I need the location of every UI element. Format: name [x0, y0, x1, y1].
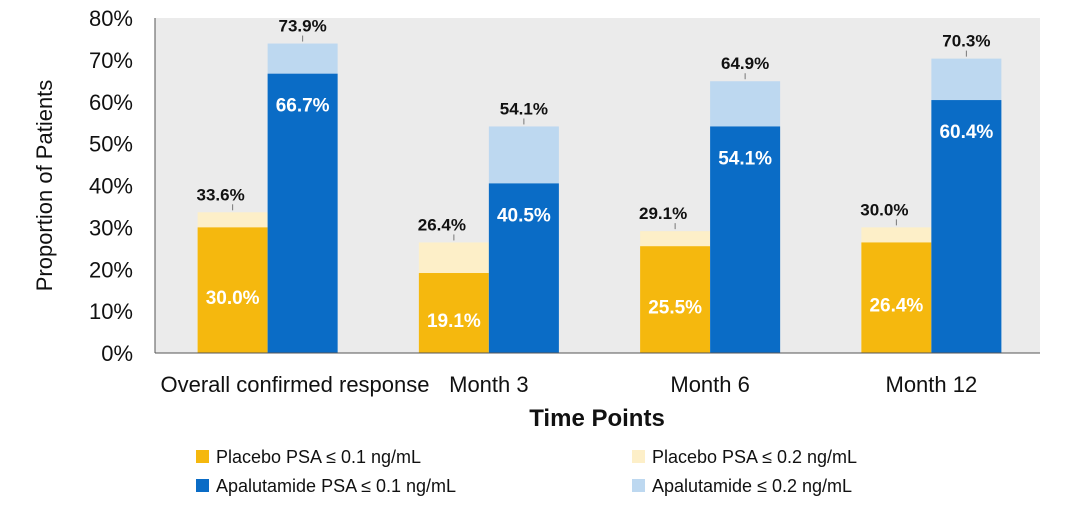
apalutamide-top-label-3: 70.3% — [942, 32, 990, 51]
placebo-bar-0.1-0 — [197, 227, 268, 353]
apalutamide-bar-0.1-1 — [488, 183, 559, 353]
legend-label-1: Placebo PSA ≤ 0.2 ng/mL — [652, 447, 857, 467]
x-axis-title: Time Points — [529, 405, 665, 432]
placebo-bar-0.1-3 — [861, 242, 932, 353]
x-axis: Overall confirmed response Month 3 Month 6… — [155, 352, 1040, 397]
data-labels-group: 30.0% 33.6% 66.7% 73.9% 19.1% 26.4% 40.5% 54.1%… — [197, 17, 994, 332]
apalutamide-inside-label-2: 54.1% — [718, 148, 772, 169]
y-tick-label: 80% — [89, 6, 133, 31]
apalutamide-top-label-0: 73.9% — [279, 17, 327, 36]
y-tick-label: 20% — [89, 257, 133, 282]
placebo-top-label-2: 29.1% — [639, 204, 687, 223]
placebo-top-label-1: 26.4% — [418, 215, 466, 234]
apalutamide-inside-label-0: 66.7% — [276, 96, 330, 117]
x-category-label-0: Overall confirmed response — [160, 372, 429, 397]
apalutamide-bar-0.1-3 — [931, 100, 1002, 353]
x-category-label-1: Month 3 — [449, 372, 529, 397]
apalutamide-bar-0.1-2 — [710, 126, 781, 353]
y-tick-label: 40% — [89, 174, 133, 199]
apalutamide-inside-label-3: 60.4% — [939, 122, 993, 143]
legend-label-0: Placebo PSA ≤ 0.1 ng/mL — [216, 447, 421, 467]
placebo-bar-0.1-1 — [418, 273, 489, 353]
legend-swatch-1 — [632, 450, 645, 463]
bars-group — [197, 43, 1002, 354]
apalutamide-top-label-1: 54.1% — [500, 99, 548, 118]
apalutamide-top-label-2: 64.9% — [721, 54, 769, 73]
placebo-inside-label-0: 30.0% — [206, 288, 260, 309]
placebo-inside-label-1: 19.1% — [427, 311, 481, 332]
legend-swatch-0 — [196, 450, 209, 463]
legend-swatch-2 — [196, 479, 209, 492]
y-axis: 0% 10% 20% 30% 40% 50% 60% 70% 80% — [89, 6, 156, 366]
placebo-bar-0.1-2 — [640, 246, 711, 353]
apalutamide-bar-0.1-0 — [267, 73, 338, 353]
x-category-label-2: Month 6 — [670, 372, 750, 397]
y-tick-label: 50% — [89, 132, 133, 157]
placebo-top-label-3: 30.0% — [860, 200, 908, 219]
y-tick-label: 10% — [89, 299, 133, 324]
placebo-top-label-0: 33.6% — [197, 185, 245, 204]
placebo-inside-label-3: 26.4% — [869, 296, 923, 317]
legend: Placebo PSA ≤ 0.1 ng/mL Placebo PSA ≤ 0.2… — [196, 447, 857, 496]
y-tick-label: 70% — [89, 48, 133, 73]
legend-label-2: Apalutamide PSA ≤ 0.1 ng/mL — [216, 476, 456, 496]
placebo-inside-label-2: 25.5% — [648, 298, 702, 319]
y-axis-title: Proportion of Patients — [32, 80, 57, 292]
apalutamide-inside-label-1: 40.5% — [497, 205, 551, 226]
legend-swatch-3 — [632, 479, 645, 492]
y-tick-label: 30% — [89, 215, 133, 240]
y-tick-label: 60% — [89, 90, 133, 115]
legend-label-3: Apalutamide ≤ 0.2 ng/mL — [652, 476, 852, 496]
x-category-label-3: Month 12 — [886, 372, 978, 397]
y-tick-label: 0% — [101, 341, 133, 366]
